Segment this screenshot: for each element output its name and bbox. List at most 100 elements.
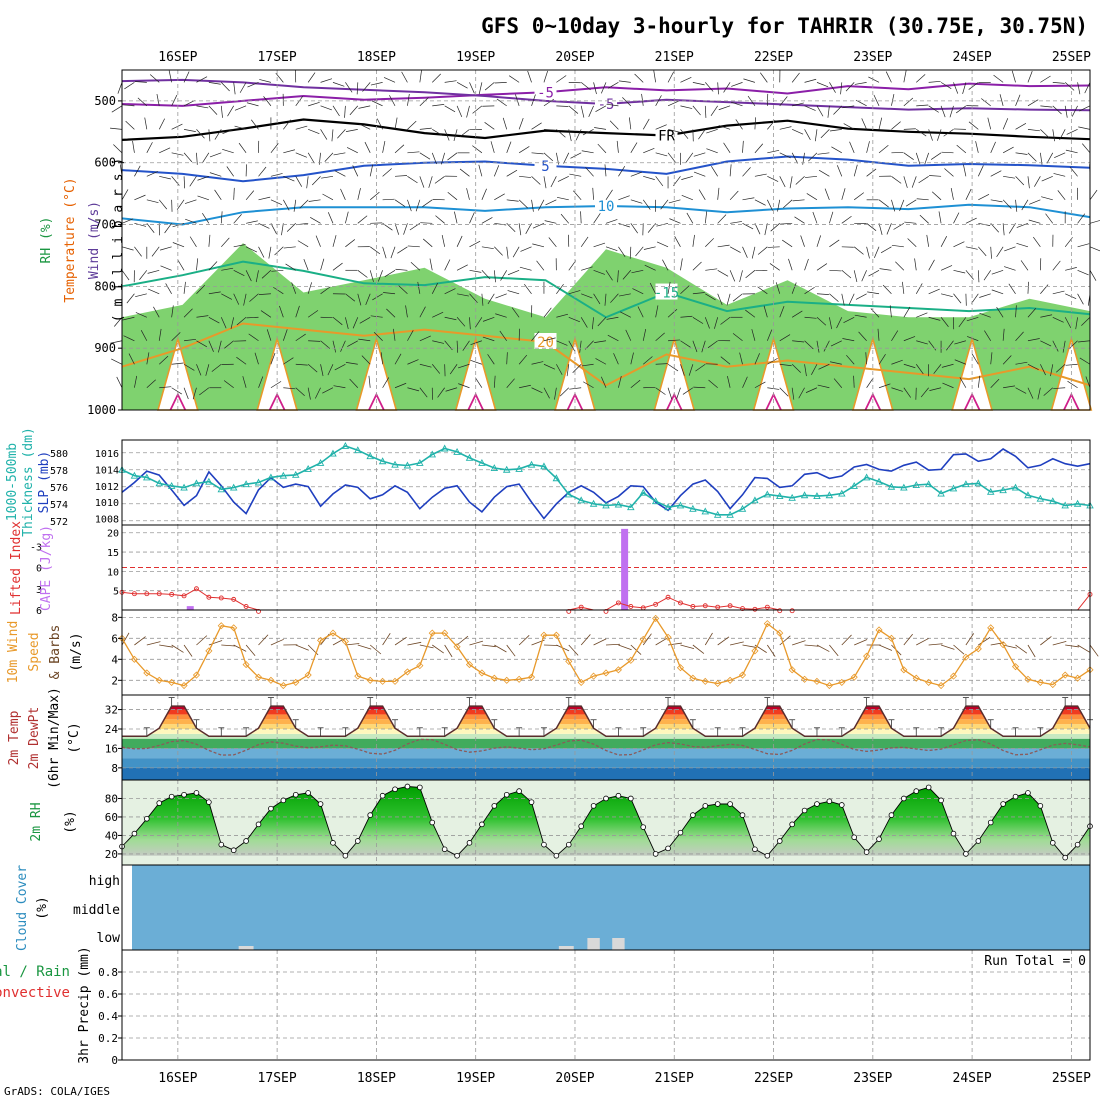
wind-speed-marker [192, 671, 201, 679]
wind-barb [518, 146, 530, 154]
wind-barb [196, 315, 209, 318]
wind-barb [655, 332, 665, 342]
wind-speed-marker [900, 666, 908, 674]
wind-barb [197, 195, 209, 201]
wind-barb [196, 258, 199, 271]
wind-barb [146, 171, 158, 177]
wind-barb [1052, 105, 1062, 115]
wind-barb [568, 105, 579, 114]
thickness-marker [1049, 497, 1057, 505]
wind-barb [831, 146, 842, 154]
wind-barb [1015, 361, 1028, 365]
wind-barb [990, 246, 992, 259]
wind-barb [457, 363, 470, 369]
wind-barb [779, 305, 785, 318]
wind-barb [594, 340, 607, 343]
wind-speed-marker [441, 629, 449, 637]
wind-barb [941, 363, 954, 368]
wind-barb [767, 199, 773, 211]
thickness-marker [751, 496, 759, 504]
wind-barb [597, 317, 607, 327]
wind-barb [767, 176, 779, 182]
wind-barb [954, 359, 967, 365]
thickness-marker [465, 453, 474, 461]
wind-barb [531, 176, 541, 185]
wind-barb [299, 199, 309, 209]
wind-barb [966, 316, 979, 322]
wind-barb [557, 176, 569, 182]
lifted-index-marker [181, 593, 187, 599]
rh-marker [479, 821, 485, 828]
wind-barb [593, 269, 605, 275]
wind-barb [484, 122, 495, 130]
wind-barb [111, 105, 123, 113]
wind-barb [829, 269, 842, 272]
wind-barb [1040, 105, 1053, 108]
wind-barb [332, 82, 345, 87]
wind-barb [124, 82, 135, 90]
precip-total-label: Total / Rain [0, 964, 70, 980]
wind-barb [456, 235, 463, 247]
wind-barb [914, 258, 917, 271]
wind-barb [680, 285, 690, 295]
wind-barb [693, 171, 706, 177]
wind-barb [686, 212, 694, 224]
wind-barb [185, 218, 197, 224]
wind-barb [407, 176, 418, 184]
lifted-index-marker [777, 608, 783, 614]
wind-barb [469, 317, 471, 330]
wind-speed-marker [230, 624, 238, 632]
wind-speed-marker [751, 647, 759, 655]
wind-barb [515, 94, 520, 106]
wind-barb [208, 340, 214, 352]
wind-barb [135, 293, 147, 298]
wind-barb [882, 284, 892, 295]
wind-barb [482, 336, 495, 342]
top-date-label: 16SEP [158, 50, 197, 65]
wind-barb [899, 199, 905, 212]
lifted-index-marker [702, 603, 708, 609]
wind-barb [816, 340, 820, 353]
wind-barb [987, 117, 992, 130]
thickness-marker [875, 477, 883, 485]
wind-barb [125, 120, 135, 130]
wind-barb [556, 283, 564, 294]
wind-barb [260, 310, 272, 318]
wind-barb [340, 188, 346, 200]
wind-barb [770, 223, 780, 232]
cloud-level-label: high [89, 874, 120, 889]
wind-barb [246, 220, 258, 224]
wind-barb [928, 288, 940, 295]
thickness-marker [490, 464, 499, 471]
wind-barb [885, 71, 892, 83]
wind-barb [619, 311, 631, 318]
wind-barb [394, 382, 407, 389]
low-cloud-bar [612, 938, 625, 950]
wind-barb [853, 246, 864, 255]
wind-barb [345, 362, 358, 365]
wind-barb [356, 82, 359, 95]
surface-wind-barb [655, 637, 668, 646]
temp-band [122, 738, 1090, 749]
wind-barb [184, 199, 197, 204]
panel-ylabel: 1000-500mb [5, 443, 20, 521]
wind-barb [261, 270, 272, 279]
slp-tick-label: 1012 [95, 482, 119, 493]
wind-barb [543, 307, 552, 318]
wind-barb [811, 364, 818, 376]
wind-barb [1057, 190, 1066, 201]
wind-barb [478, 164, 483, 177]
wind-barb [940, 82, 952, 90]
thickness-marker [589, 499, 598, 507]
wind-barb [500, 270, 508, 281]
wind-barb [368, 375, 371, 388]
thickness-marker [167, 481, 176, 489]
temp-band [122, 724, 1090, 729]
rh-marker [1037, 803, 1044, 809]
wind-barb [916, 198, 929, 201]
wind-barb [929, 387, 942, 391]
wind-barb [311, 176, 321, 186]
lifted-index-marker [727, 603, 733, 609]
wind-barb [134, 194, 146, 201]
